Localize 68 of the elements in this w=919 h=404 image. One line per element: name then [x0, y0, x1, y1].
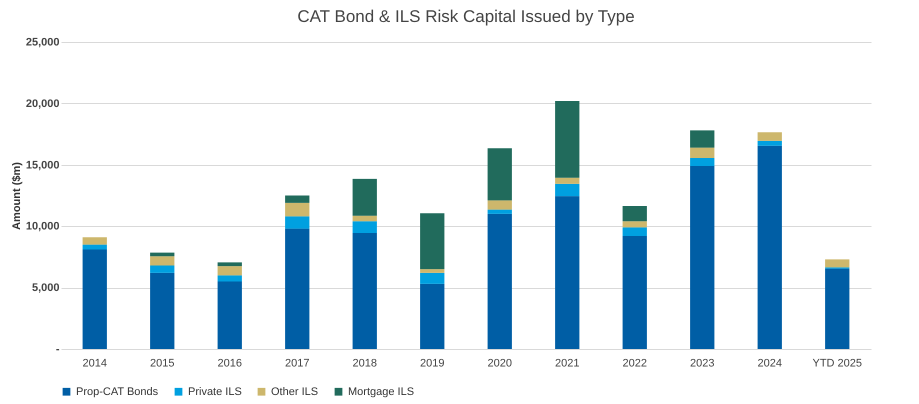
y-tick-label: 25,000	[26, 36, 60, 48]
bar	[82, 237, 107, 245]
bar	[555, 184, 580, 196]
x-tick-label: 2020	[488, 358, 512, 370]
bar	[622, 221, 647, 228]
bar	[150, 272, 174, 349]
bar	[758, 140, 782, 146]
bar	[420, 213, 444, 270]
bar	[758, 132, 782, 141]
x-tick-label: 2015	[150, 358, 174, 370]
bar	[488, 148, 512, 200]
bar	[690, 166, 714, 349]
x-tick-label: 2017	[285, 358, 310, 370]
y-tick-label: 15,000	[26, 159, 60, 172]
legend-label: Mortgage ILS	[348, 386, 414, 398]
x-tick-label: 2016	[218, 358, 242, 370]
y-tick-label: 5,000	[32, 282, 60, 294]
bar	[622, 227, 647, 236]
x-tick-label: 2014	[82, 358, 107, 370]
y-axis-title: Amount ($m)	[10, 162, 23, 230]
bar	[825, 268, 850, 349]
bar	[150, 256, 174, 266]
x-tick-label: 2023	[690, 358, 714, 370]
x-tick-label: 2018	[352, 358, 377, 370]
bar	[218, 281, 242, 349]
bar	[352, 216, 377, 222]
bar	[352, 221, 377, 233]
bar	[150, 265, 174, 273]
bar	[218, 275, 242, 282]
bar	[420, 269, 444, 273]
bar	[420, 272, 444, 284]
chart-title: CAT Bond & ILS Risk Capital Issued by Type	[297, 7, 635, 26]
bar	[622, 206, 647, 222]
bar	[555, 178, 580, 184]
bar	[285, 202, 310, 216]
bar	[285, 228, 310, 349]
bar	[150, 252, 174, 256]
bar	[488, 210, 512, 214]
bar	[82, 244, 107, 250]
x-tick-label: 2019	[420, 358, 444, 370]
x-tick-label: YTD 2025	[812, 358, 862, 370]
bar	[825, 259, 850, 268]
legend-label: Other ILS	[271, 386, 318, 398]
bar	[690, 158, 714, 166]
bar	[555, 100, 580, 178]
bar	[622, 236, 647, 349]
bar	[420, 284, 444, 349]
legend-label: Prop-CAT Bonds	[76, 386, 159, 398]
x-tick-label: 2021	[555, 358, 580, 370]
x-tick-label: 2024	[758, 358, 782, 370]
y-tick-label: -	[56, 344, 60, 356]
bar	[285, 196, 310, 203]
x-tick-label: 2022	[622, 358, 647, 370]
bar	[218, 262, 242, 266]
bar	[352, 232, 377, 349]
y-tick-label: 20,000	[26, 98, 60, 110]
bar	[285, 216, 310, 229]
legend-label: Private ILS	[188, 386, 242, 398]
bar	[690, 148, 714, 158]
bar	[352, 178, 377, 216]
bar	[758, 146, 782, 349]
bar	[690, 130, 714, 148]
bar	[555, 196, 580, 349]
bar	[82, 250, 107, 349]
bar	[488, 214, 512, 349]
bar	[218, 266, 242, 276]
bar	[488, 200, 512, 210]
y-tick-label: 10,000	[26, 220, 60, 233]
